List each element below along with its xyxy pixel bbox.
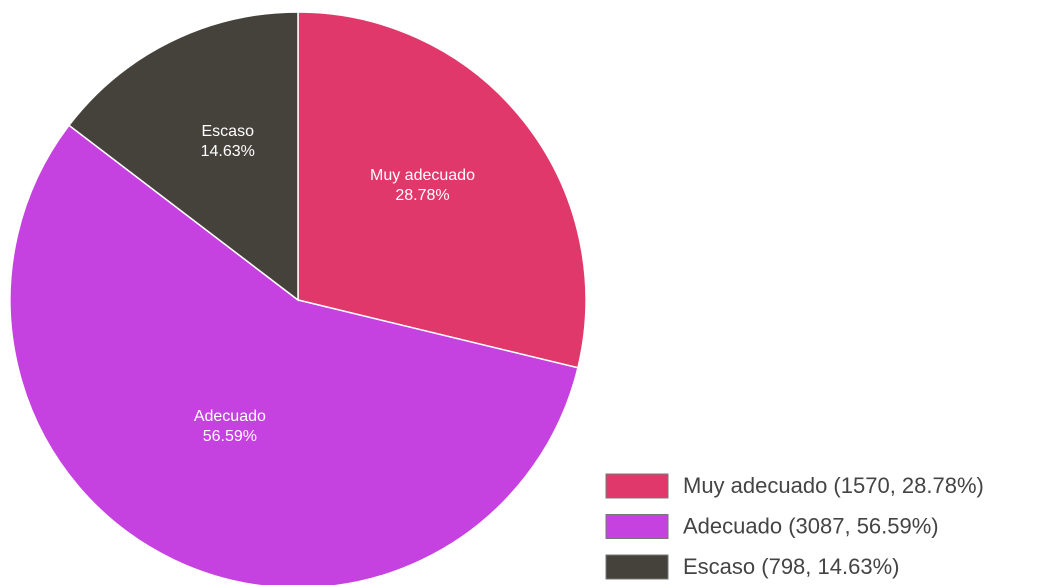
legend-swatch [605, 514, 669, 539]
slice-percentage: 14.63% [201, 143, 255, 160]
pie-slice [67, 11, 299, 302]
legend-swatch [605, 554, 669, 580]
slice-label: Escaso [202, 123, 255, 140]
slice-percentage: 28.78% [395, 187, 449, 204]
legend-swatch [605, 473, 669, 499]
slice-label: Muy adecuado [370, 167, 475, 184]
legend-label: Muy adecuado (1570, 28.78%) [683, 473, 984, 498]
legend-label: Adecuado (3087, 56.59%) [683, 513, 939, 538]
slice-label: Adecuado [194, 408, 266, 425]
legend-label: Escaso (798, 14.63%) [683, 554, 899, 579]
slice-percentage: 56.59% [203, 428, 257, 445]
pie-slice [297, 11, 587, 369]
pie-slice [9, 124, 579, 585]
